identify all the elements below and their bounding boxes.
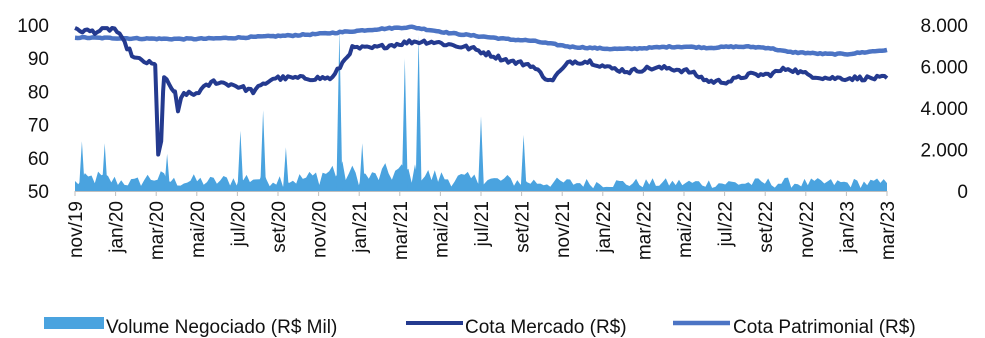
- volume-spike: [478, 116, 484, 191]
- volume-spike: [359, 143, 366, 191]
- volume-spike: [415, 35, 422, 192]
- cota-patrimonial-line: [74, 24, 888, 57]
- volume-spike: [336, 29, 343, 192]
- x-tick-label: mai/20: [188, 201, 209, 258]
- volume-spike: [401, 58, 408, 192]
- volume-spike: [101, 143, 108, 191]
- y-right-tick-label: 4.000: [920, 99, 968, 120]
- volume-series: [75, 29, 887, 192]
- legend-volume-swatch: [44, 317, 104, 329]
- y-left-tick-label: 50: [28, 182, 49, 203]
- cota-mercado-series: [74, 26, 889, 157]
- x-tick-label: mai/21: [431, 201, 452, 258]
- y-right-tick-label: 0: [957, 182, 968, 203]
- volume-spike: [78, 141, 85, 191]
- y-left-tick-label: 90: [28, 49, 49, 70]
- x-tick-label: set/20: [269, 201, 290, 253]
- volume-spike: [164, 153, 171, 191]
- x-tick-label: jan/20: [107, 201, 128, 254]
- x-tick-label: mar/20: [147, 201, 168, 260]
- x-tick-label: jan/23: [837, 201, 858, 254]
- y-left-tick-label: 70: [28, 116, 49, 137]
- x-tick-label: mar/22: [634, 201, 655, 260]
- cota-mercado-line: [74, 26, 889, 157]
- volume-area: [75, 161, 887, 191]
- legend-patrimonial-label: Cota Patrimonial (R$): [733, 317, 916, 338]
- y-right-tick-label: 6.000: [920, 58, 968, 79]
- x-tick-label: set/21: [513, 201, 534, 253]
- x-tick-label: set/22: [756, 201, 777, 253]
- axes: 50 60 70 80 90 100 0 2.000 4.000 6.000 8.000 nov/19…: [17, 16, 968, 260]
- y-left-tick-label: 60: [28, 149, 49, 170]
- legend-mercado-label: Cota Mercado (R$): [465, 317, 627, 338]
- volume-spike: [237, 130, 244, 191]
- legend: Volume Negociado (R$ Mil) Cota Mercado (R…: [44, 317, 916, 338]
- x-tick-label: jul/20: [228, 201, 249, 247]
- x-tick-label: mar/21: [391, 201, 412, 260]
- x-tick-label: nov/22: [797, 201, 818, 258]
- x-tick-label: jan/22: [594, 201, 615, 254]
- x-tick-label: mar/23: [878, 201, 899, 260]
- x-tick-label: jul/22: [716, 201, 737, 247]
- volume-spike: [520, 135, 527, 191]
- legend-volume-label: Volume Negociado (R$ Mil): [106, 317, 337, 338]
- y-left-tick-label: 80: [28, 82, 49, 103]
- x-tick-label: nov/19: [66, 201, 87, 258]
- volume-spike: [260, 110, 267, 191]
- y-left-tick-label: 100: [17, 16, 49, 37]
- x-tick-label: nov/20: [310, 201, 331, 258]
- cota-patrimonial-series: [74, 24, 888, 57]
- x-tick-label: jan/21: [350, 201, 371, 254]
- y-right-tick-label: 2.000: [920, 141, 968, 162]
- y-right-tick-label: 8.000: [920, 16, 968, 37]
- x-tick-label: jul/21: [472, 201, 493, 247]
- x-tick-label: nov/21: [553, 201, 574, 258]
- volume-spike: [282, 147, 289, 191]
- x-tick-label: mai/22: [675, 201, 696, 258]
